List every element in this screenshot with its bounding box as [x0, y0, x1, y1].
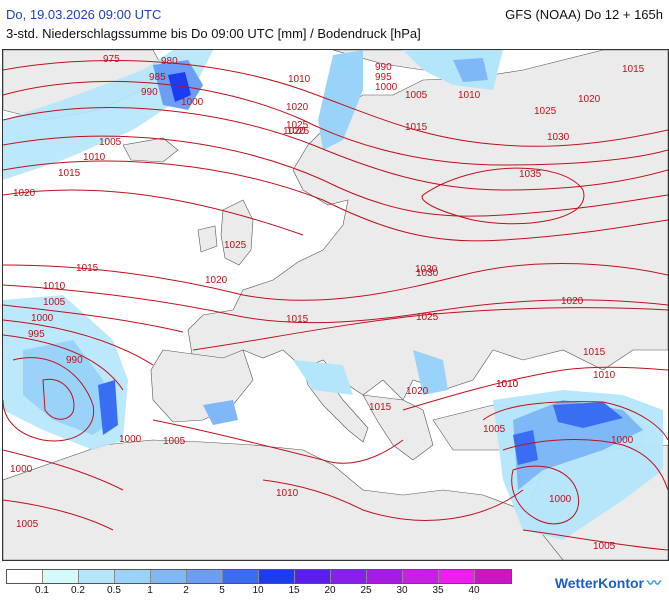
- legend-swatch: [295, 570, 331, 583]
- svg-text:1005: 1005: [16, 519, 39, 530]
- forecast-date: Do, 19.03.2026 09:00 UTC: [6, 7, 162, 22]
- svg-text:1010: 1010: [43, 281, 66, 292]
- svg-text:1005: 1005: [163, 436, 186, 447]
- svg-text:1035: 1035: [519, 169, 542, 180]
- svg-text:1015: 1015: [583, 347, 606, 358]
- legend-tick-label: 40: [468, 585, 480, 596]
- svg-text:1020: 1020: [578, 94, 601, 105]
- svg-text:1015: 1015: [405, 122, 428, 133]
- svg-text:1025: 1025: [224, 240, 247, 251]
- svg-text:1030: 1030: [416, 268, 439, 279]
- europe-mainland: [187, 50, 668, 401]
- precipitation: [3, 50, 663, 540]
- legend-swatch: [439, 570, 475, 583]
- legend-tick-label: 1: [147, 585, 153, 596]
- svg-text:1000: 1000: [549, 494, 572, 505]
- svg-text:1000: 1000: [10, 464, 33, 475]
- svg-text:1005: 1005: [405, 90, 428, 101]
- svg-text:975: 975: [103, 54, 120, 65]
- svg-text:1010: 1010: [276, 488, 299, 499]
- legend-tick-label: 0.5: [107, 585, 121, 596]
- legend-color-bar: [6, 569, 512, 584]
- precipitation-legend: 0.1 0.2 0.5 1 2 5 10 15 20 25 30 35 40: [6, 569, 526, 599]
- svg-text:1000: 1000: [375, 82, 398, 93]
- weather-map[interactable]: 975 980 985 990 1000 1005 1010 1015 1020…: [2, 49, 669, 561]
- svg-text:995: 995: [28, 329, 45, 340]
- svg-text:1015: 1015: [76, 263, 99, 274]
- svg-text:1000: 1000: [31, 313, 54, 324]
- isobar-labels: 975 980 985 990 1000 1005 1010 1015 1020…: [10, 54, 645, 552]
- ireland: [197, 225, 218, 253]
- model-run: GFS (NOAA) Do 12 + 165h: [505, 7, 663, 22]
- svg-text:1020: 1020: [13, 188, 36, 199]
- svg-text:1020: 1020: [286, 102, 309, 113]
- legend-tick-label: 10: [252, 585, 264, 596]
- legend-tick-label: 25: [360, 585, 372, 596]
- legend-swatch: [223, 570, 259, 583]
- svg-text:1000: 1000: [181, 97, 204, 108]
- legend-tick-label: 35: [432, 585, 444, 596]
- svg-text:1010: 1010: [458, 90, 481, 101]
- svg-text:1010: 1010: [593, 370, 616, 381]
- svg-text:1005: 1005: [483, 424, 506, 435]
- svg-text:985: 985: [149, 72, 166, 83]
- legend-swatch: [187, 570, 223, 583]
- north-africa: [3, 439, 564, 560]
- svg-text:1020: 1020: [283, 126, 306, 137]
- legend-swatch: [43, 570, 79, 583]
- isobars: [3, 59, 668, 551]
- legend-tick-label: 2: [183, 585, 189, 596]
- svg-text:1005: 1005: [43, 297, 66, 308]
- svg-text:980: 980: [161, 56, 178, 67]
- legend-tick-label: 0.1: [35, 585, 49, 596]
- legend-swatch: [79, 570, 115, 583]
- legend-tick-label: 15: [288, 585, 300, 596]
- map-description: 3-std. Niederschlagssumme bis Do 09:00 U…: [6, 26, 421, 41]
- svg-text:1015: 1015: [622, 64, 645, 75]
- legend-tick-label: 30: [396, 585, 408, 596]
- svg-text:1005: 1005: [99, 137, 122, 148]
- legend-swatch: [115, 570, 151, 583]
- legend-swatch: [151, 570, 187, 583]
- svg-text:1025: 1025: [534, 106, 557, 117]
- svg-text:995: 995: [375, 72, 392, 83]
- svg-text:1005: 1005: [593, 541, 616, 552]
- svg-text:1020: 1020: [205, 275, 228, 286]
- legend-tick-label: 20: [324, 585, 336, 596]
- legend-tick-label: 0.2: [71, 585, 85, 596]
- svg-text:1000: 1000: [119, 434, 142, 445]
- balkans: [362, 394, 434, 461]
- svg-text:1020: 1020: [406, 386, 429, 397]
- svg-text:990: 990: [141, 87, 158, 98]
- svg-text:1000: 1000: [611, 435, 634, 446]
- iceland: [122, 137, 179, 163]
- svg-text:1025: 1025: [286, 120, 309, 131]
- svg-text:1015: 1015: [369, 402, 392, 413]
- legend-swatch: [7, 570, 43, 583]
- brand-logo: WetterKontor 〰: [555, 573, 661, 593]
- svg-text:1030: 1030: [415, 264, 438, 275]
- svg-text:1010: 1010: [83, 152, 106, 163]
- brand-wave-icon: 〰: [647, 575, 661, 591]
- svg-text:1020: 1020: [561, 296, 584, 307]
- legend-swatch: [259, 570, 295, 583]
- svg-text:1030: 1030: [547, 132, 570, 143]
- svg-text:1015: 1015: [58, 168, 81, 179]
- svg-text:1025: 1025: [287, 126, 310, 137]
- svg-text:990: 990: [66, 355, 83, 366]
- svg-text:1010: 1010: [496, 379, 519, 390]
- map-canvas: 975 980 985 990 1000 1005 1010 1015 1020…: [3, 50, 668, 560]
- legend-swatch: [403, 570, 439, 583]
- brand-name: WetterKontor: [554, 575, 644, 591]
- legend-swatch: [331, 570, 367, 583]
- svg-text:990: 990: [375, 62, 392, 73]
- header: Do, 19.03.2026 09:00 UTC GFS (NOAA) Do 1…: [0, 0, 669, 48]
- legend-swatch: [367, 570, 403, 583]
- svg-text:1010: 1010: [288, 74, 311, 85]
- svg-text:1015: 1015: [286, 314, 309, 325]
- legend-swatch: [475, 570, 511, 583]
- svg-text:1010: 1010: [496, 379, 519, 390]
- legend-tick-label: 5: [219, 585, 225, 596]
- svg-text:1025: 1025: [416, 312, 439, 323]
